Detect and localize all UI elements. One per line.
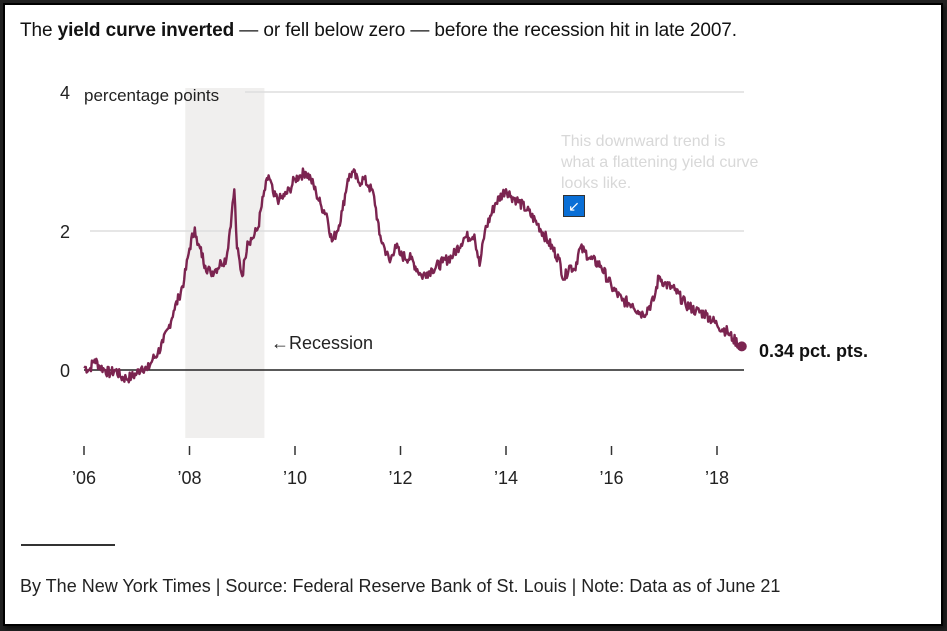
x-tick-label: ’06	[72, 468, 96, 488]
footer-credit: By The New York Times | Source: Federal …	[20, 576, 781, 596]
arrow-down-left-icon: ↙	[563, 195, 585, 217]
yield-spread-line	[83, 167, 743, 384]
x-tick-label: ’14	[494, 468, 518, 488]
latest-value-dot	[736, 341, 747, 352]
x-tick-label: ’18	[705, 468, 729, 488]
chart-headline: The yield curve inverted — or fell below…	[20, 20, 737, 42]
y-tick-label: 2	[60, 222, 70, 242]
headline-suffix: — or fell below zero — before the recess…	[234, 20, 737, 41]
latest-value-label: 0.34 pct. pts.	[759, 341, 868, 361]
x-tick-label: ’16	[599, 468, 623, 488]
x-tick-label: ’10	[283, 468, 307, 488]
y-tick-label: 0	[60, 361, 70, 381]
flattening-annotation: This downward trend is what a flattening…	[561, 133, 759, 192]
x-tick-label: ’08	[177, 468, 201, 488]
chart-card	[3, 3, 943, 626]
recession-label: ←Recession	[271, 333, 373, 353]
footer-divider	[21, 544, 115, 546]
y-tick-label: 4	[60, 83, 70, 103]
headline-bold: yield curve inverted	[57, 20, 235, 41]
y-axis-unit-label: percentage points	[84, 86, 219, 105]
headline-prefix: The	[20, 20, 58, 41]
x-tick-label: ’12	[388, 468, 412, 488]
